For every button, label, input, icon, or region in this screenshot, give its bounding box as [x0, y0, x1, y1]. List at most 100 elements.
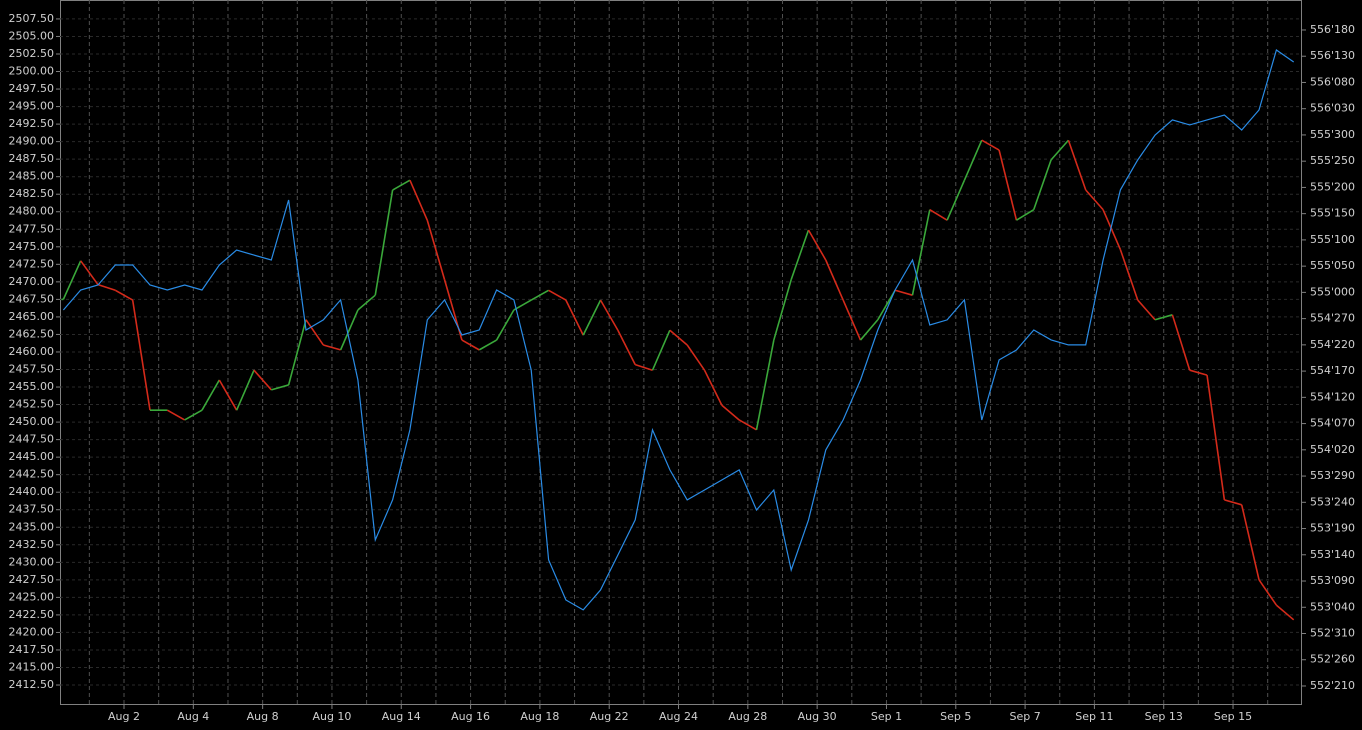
y-tick-label: 2417.50: [9, 643, 55, 656]
y-tick-label: 2492.50: [9, 117, 55, 130]
price-segment: [461, 339, 480, 351]
price-segment: [271, 384, 289, 391]
price-segment: [166, 409, 186, 421]
price-segment: [339, 309, 359, 351]
y2-tick-label: 553'240: [1310, 495, 1355, 508]
y2-tick-label: 552'310: [1310, 627, 1355, 640]
y-tick-label: 2485.00: [9, 170, 55, 183]
y2-tick-label: 553'290: [1310, 469, 1355, 482]
price-segment: [530, 289, 549, 301]
y-tick-label: 2470.00: [9, 275, 55, 288]
price-segment: [235, 369, 255, 411]
y-tick-label: 2480.00: [9, 205, 55, 218]
y-tick-label: 2482.50: [9, 187, 55, 200]
y-tick-label: 2432.50: [9, 538, 55, 551]
price-segment: [755, 339, 775, 430]
price-segment: [721, 404, 740, 421]
price-segment: [62, 260, 82, 300]
y2-tick-label: 554'270: [1310, 312, 1355, 325]
price-segment: [409, 179, 428, 221]
y-tick-label: 2455.00: [9, 380, 55, 393]
price-segment: [1240, 504, 1260, 581]
price-segment: [894, 289, 913, 296]
price-segment: [478, 339, 497, 351]
price-segment: [963, 139, 983, 181]
y-tick-label: 2452.50: [9, 398, 55, 411]
price-segment: [1154, 314, 1173, 321]
y2-tick-label: 555'100: [1310, 233, 1355, 246]
y2-tick-label: 552'260: [1310, 653, 1355, 666]
y2-tick-label: 553'190: [1310, 522, 1355, 535]
y-tick-label: 2500.00: [9, 65, 55, 78]
y2-tick-label: 554'220: [1310, 338, 1355, 351]
price-segment: [1085, 189, 1104, 211]
price-segment: [131, 299, 151, 411]
price-segment: [392, 179, 411, 191]
price-segment: [495, 309, 515, 341]
x-tick-label: Aug 24: [659, 710, 698, 723]
y-tick-label: 2465.00: [9, 310, 55, 323]
price-segment: [287, 319, 307, 386]
price-segment: [807, 229, 827, 261]
y-tick-label: 2445.00: [9, 450, 55, 463]
x-tick-label: Aug 8: [247, 710, 279, 723]
price-segment: [703, 369, 723, 406]
y2-tick-label: 553'040: [1310, 600, 1355, 613]
y-tick-label: 2440.00: [9, 485, 55, 498]
y-tick-label: 2495.00: [9, 100, 55, 113]
x-tick-label: Aug 2: [108, 710, 140, 723]
x-tick-label: Sep 13: [1145, 710, 1183, 723]
y2-tick-label: 555'050: [1310, 259, 1355, 272]
price-segment: [998, 149, 1018, 221]
y2-tick-label: 553'090: [1310, 574, 1355, 587]
y-tick-label: 2467.50: [9, 292, 55, 305]
price-segment: [582, 299, 602, 336]
y-tick-label: 2412.50: [9, 678, 55, 691]
x-tick-label: Aug 30: [798, 710, 837, 723]
y-tick-label: 2507.50: [9, 12, 55, 25]
y-tick-label: 2425.00: [9, 590, 55, 603]
x-tick-label: Aug 16: [451, 710, 490, 723]
y-tick-label: 2450.00: [9, 415, 55, 428]
price-segment: [1189, 369, 1208, 376]
price-segment: [617, 329, 636, 365]
price-segment: [565, 299, 584, 336]
y-tick-label: 2505.00: [9, 29, 55, 42]
y2-tick-label: 552'210: [1310, 679, 1355, 692]
series-line: [62, 49, 1295, 611]
price-segment: [97, 283, 116, 292]
y2-tick-label: 555'200: [1310, 180, 1355, 193]
x-tick-label: Aug 4: [177, 710, 209, 723]
y-tick-label: 2415.00: [9, 660, 55, 673]
price-segment: [1067, 139, 1087, 191]
price-segment: [1206, 375, 1226, 501]
price-segment: [738, 419, 757, 431]
price-segment: [634, 363, 653, 371]
y2-tick-label: 556'180: [1310, 23, 1355, 36]
price-segment: [1137, 299, 1156, 321]
y2-tick-label: 553'140: [1310, 548, 1355, 561]
price-segment: [548, 289, 567, 301]
y-tick-label: 2447.50: [9, 433, 55, 446]
price-segment: [669, 329, 688, 346]
y-tick-label: 2462.50: [9, 327, 55, 340]
price-segment: [1102, 209, 1122, 250]
y-tick-label: 2442.50: [9, 468, 55, 481]
price-segment: [1258, 579, 1278, 606]
y2-tick-label: 555'300: [1310, 128, 1355, 141]
y-tick-label: 2497.50: [9, 82, 55, 95]
y-tick-label: 2477.50: [9, 222, 55, 235]
price-segment: [80, 260, 99, 286]
x-tick-label: Aug 28: [728, 710, 767, 723]
price-segment: [981, 139, 1000, 151]
price-segment: [859, 319, 879, 341]
y2-tick-label: 556'080: [1310, 75, 1355, 88]
price-segment: [218, 379, 238, 411]
price-segment: [842, 299, 862, 341]
price-segment: [253, 369, 272, 391]
price-segment: [114, 289, 134, 301]
y-tick-label: 2502.50: [9, 47, 55, 60]
x-tick-label: Aug 10: [312, 710, 351, 723]
y-tick-label: 2472.50: [9, 257, 55, 270]
y2-tick-label: 556'030: [1310, 102, 1355, 115]
